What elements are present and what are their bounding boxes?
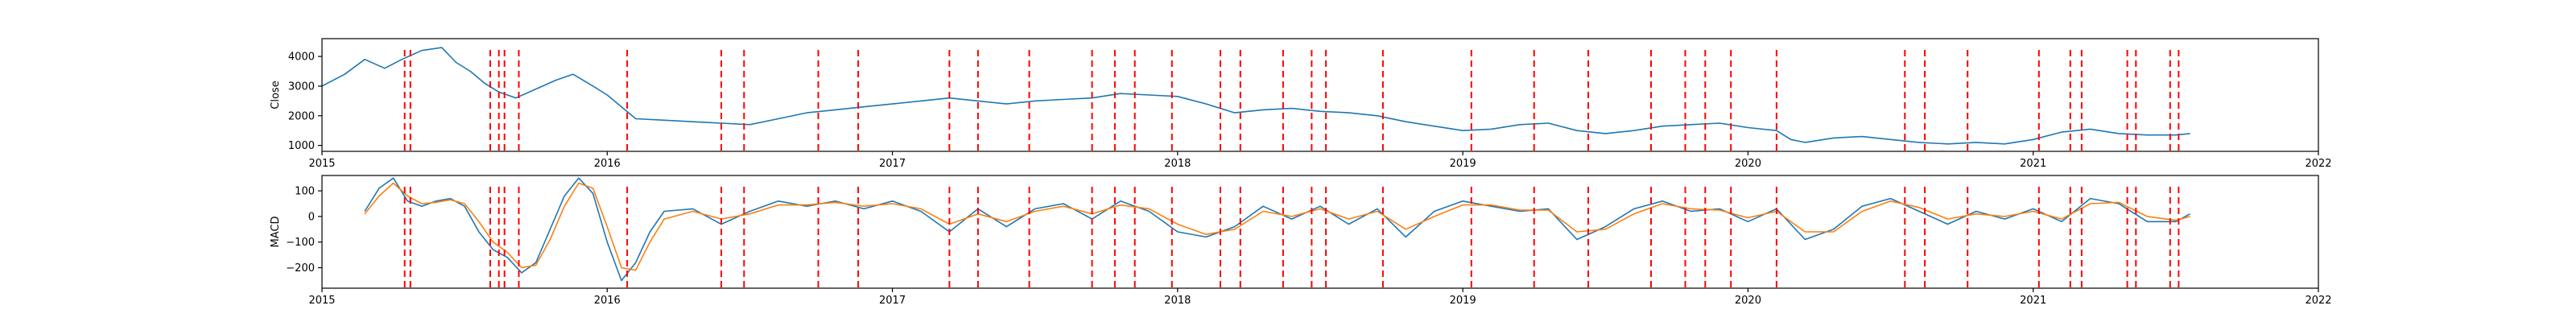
close-price-panel: 2015 2016 2017 2018 2019 2020 2021 2022 1000 2000… <box>270 38 2332 170</box>
x-tick-label: 2018 <box>1164 295 1191 307</box>
x-tick-label: 2019 <box>1450 158 1476 170</box>
x-tick-label: 2022 <box>2305 295 2331 307</box>
x-tick-label: 2016 <box>594 295 621 307</box>
y-tick-label: 0 <box>308 211 315 223</box>
x-tick-label: 2017 <box>879 158 906 170</box>
y-tick-label: 1000 <box>288 140 315 152</box>
x-tick-label: 2015 <box>308 158 335 170</box>
y-tick-label: 2000 <box>288 110 315 122</box>
y-axis-label: Close <box>270 80 282 109</box>
x-tick-label: 2019 <box>1450 295 1476 307</box>
axes-frame <box>321 175 2319 289</box>
x-tick-label: 2015 <box>308 295 335 307</box>
x-tick-label: 2016 <box>594 158 621 170</box>
macd-panel: 2015 2016 2017 2018 2019 2020 2021 2022 −200 −100… <box>270 175 2332 307</box>
x-tick-label: 2020 <box>1735 158 1761 170</box>
series-line-1 <box>364 182 2190 271</box>
x-tick-label: 2017 <box>879 295 906 307</box>
x-tick-label: 2021 <box>2020 295 2046 307</box>
y-tick-label: 4000 <box>288 52 315 64</box>
axes-frame <box>321 38 2319 152</box>
y-tick-label: −200 <box>286 262 315 275</box>
series-line-0 <box>322 47 2190 145</box>
y-tick-label: 100 <box>295 186 315 198</box>
x-tick-label: 2021 <box>2020 158 2046 170</box>
y-tick-label: −100 <box>286 237 315 249</box>
y-axis-label: MACD <box>270 217 282 248</box>
series-line-0 <box>364 177 2190 282</box>
x-tick-label: 2020 <box>1735 295 1761 307</box>
x-tick-label: 2022 <box>2305 158 2331 170</box>
y-tick-label: 3000 <box>288 80 315 93</box>
x-tick-label: 2018 <box>1164 158 1191 170</box>
